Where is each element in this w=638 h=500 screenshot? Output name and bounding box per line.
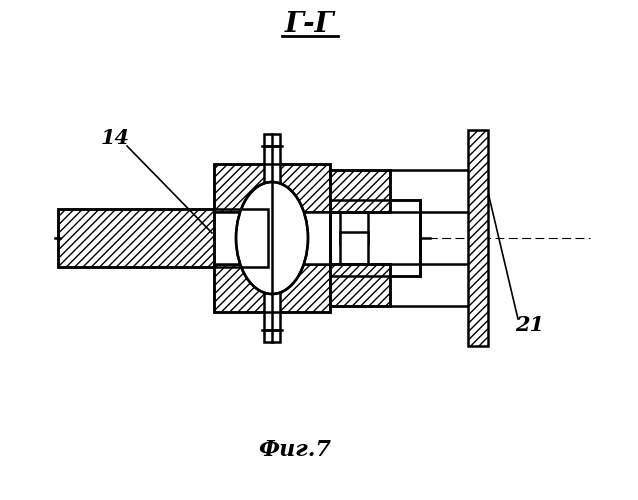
Bar	[214, 164, 330, 312]
Bar	[340, 212, 368, 244]
Text: 21: 21	[516, 315, 544, 335]
Bar	[330, 200, 420, 276]
Bar	[330, 170, 390, 212]
Bar	[214, 264, 330, 312]
Bar	[214, 164, 330, 212]
Bar	[214, 212, 330, 264]
Text: Г-Г: Г-Г	[285, 12, 335, 38]
Bar	[330, 264, 390, 306]
Bar	[340, 232, 368, 264]
Text: 14: 14	[101, 128, 130, 148]
Bar	[330, 170, 390, 212]
Bar	[264, 134, 280, 342]
Ellipse shape	[236, 182, 308, 294]
Bar	[58, 209, 268, 267]
Text: Фиг.7: Фиг.7	[258, 439, 332, 461]
Bar	[330, 264, 390, 306]
Bar	[330, 200, 420, 276]
Bar	[58, 209, 268, 267]
Bar	[468, 130, 488, 346]
